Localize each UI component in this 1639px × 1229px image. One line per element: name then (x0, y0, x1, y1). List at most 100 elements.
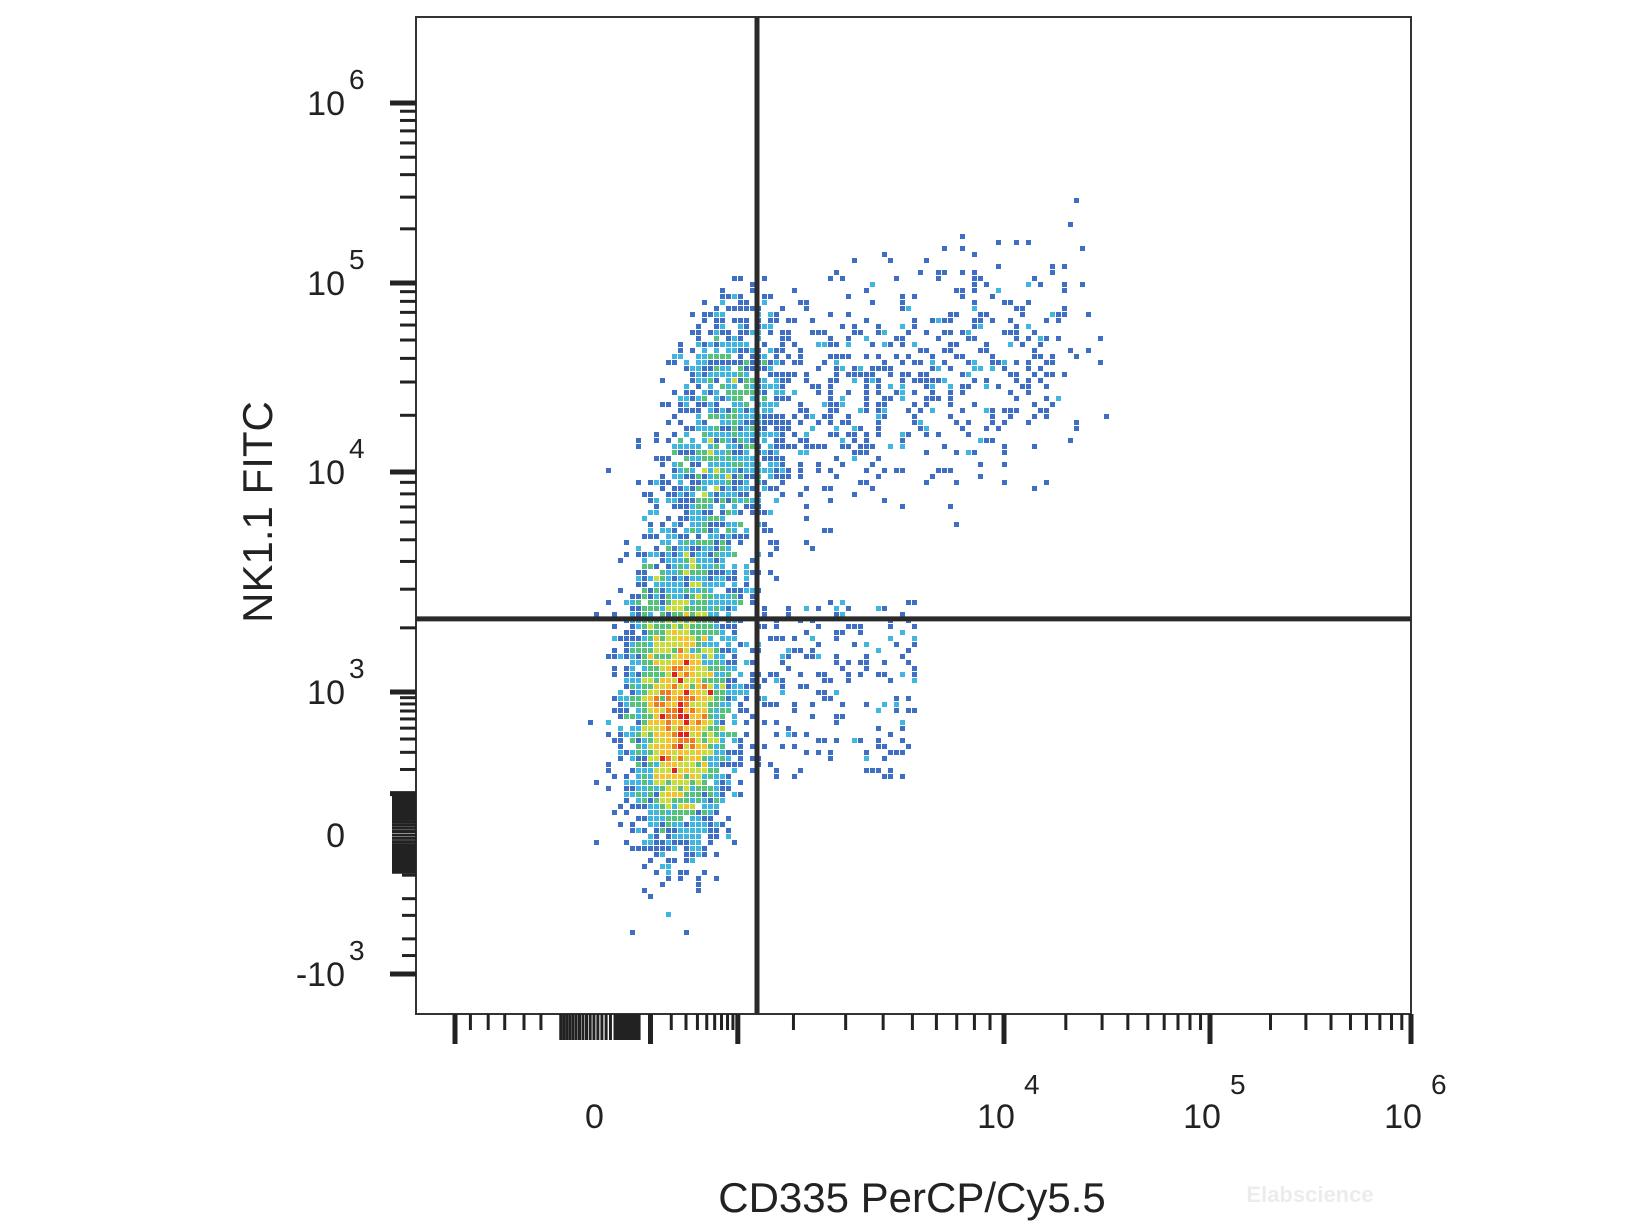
density-dot (654, 552, 659, 557)
density-dot (876, 378, 881, 383)
density-dot (774, 702, 779, 707)
density-dot (684, 588, 689, 593)
density-dot (720, 516, 725, 521)
density-dot (630, 600, 635, 605)
density-dot (768, 702, 773, 707)
density-dot (648, 720, 653, 725)
density-dot (900, 360, 905, 365)
density-dot (636, 684, 641, 689)
density-dot (750, 420, 755, 425)
density-dot (666, 732, 671, 737)
density-dot (780, 492, 785, 497)
density-dot (642, 624, 647, 629)
density-dot (936, 276, 941, 281)
density-dot (762, 468, 767, 473)
density-dot (708, 432, 713, 437)
density-dot (1032, 276, 1037, 281)
density-dot (942, 348, 947, 353)
density-dot (774, 468, 779, 473)
density-dot (696, 660, 701, 665)
density-dot (672, 762, 677, 767)
density-dot (666, 654, 671, 659)
density-dot (666, 570, 671, 575)
density-dot (672, 594, 677, 599)
density-dot (870, 342, 875, 347)
density-dot (750, 390, 755, 395)
density-dot (960, 294, 965, 299)
density-dot (618, 558, 623, 563)
density-dot (888, 384, 893, 389)
density-dot (912, 324, 917, 329)
density-dot (714, 330, 719, 335)
density-dot (708, 792, 713, 797)
density-dot (840, 444, 845, 449)
density-dot (750, 306, 755, 311)
density-dot (654, 642, 659, 647)
density-dot (702, 450, 707, 455)
density-dot (648, 522, 653, 527)
density-dot (696, 552, 701, 557)
density-dot (648, 894, 653, 899)
density-dot (666, 774, 671, 779)
density-dot (864, 468, 869, 473)
density-dot (696, 450, 701, 455)
density-dot (810, 426, 815, 431)
density-dot (612, 654, 617, 659)
density-dot (618, 738, 623, 743)
density-dot (834, 474, 839, 479)
density-dot (666, 516, 671, 521)
density-dot (672, 690, 677, 695)
y-tick-label: 0 (326, 817, 345, 855)
density-dot (606, 786, 611, 791)
density-dot (648, 636, 653, 641)
density-dot (666, 816, 671, 821)
density-dot (618, 804, 623, 809)
density-dot (690, 600, 695, 605)
density-dot (630, 624, 635, 629)
density-dot (624, 840, 629, 845)
density-dot (654, 606, 659, 611)
density-dot (864, 288, 869, 293)
density-dot (708, 756, 713, 761)
density-dot (990, 438, 995, 443)
density-dot (678, 462, 683, 467)
density-dot (666, 540, 671, 545)
density-dot (750, 384, 755, 389)
density-dot (738, 372, 743, 377)
density-dot (900, 432, 905, 437)
density-dot (738, 294, 743, 299)
density-dot (660, 750, 665, 755)
density-dot (966, 420, 971, 425)
density-dot (726, 444, 731, 449)
density-dot (690, 504, 695, 509)
density-dot (900, 336, 905, 341)
density-dot (714, 672, 719, 677)
density-dot (762, 480, 767, 485)
density-dot (696, 774, 701, 779)
density-dot (714, 666, 719, 671)
density-dot (702, 738, 707, 743)
density-dot (774, 720, 779, 725)
density-dot (846, 672, 851, 677)
density-dot (774, 486, 779, 491)
density-dot (726, 636, 731, 641)
density-dot (684, 504, 689, 509)
density-dot (720, 624, 725, 629)
density-dot (666, 558, 671, 563)
density-dot (714, 492, 719, 497)
density-dot (780, 426, 785, 431)
density-dot (618, 588, 623, 593)
density-dot (720, 780, 725, 785)
density-dot (906, 372, 911, 377)
density-dot (714, 558, 719, 563)
density-dot (678, 684, 683, 689)
density-dot (702, 816, 707, 821)
density-dot (732, 318, 737, 323)
density-dot (654, 816, 659, 821)
density-dot (672, 522, 677, 527)
density-dot (648, 492, 653, 497)
density-dot (834, 636, 839, 641)
density-dot (954, 480, 959, 485)
density-dot (666, 864, 671, 869)
density-dot (708, 816, 713, 821)
